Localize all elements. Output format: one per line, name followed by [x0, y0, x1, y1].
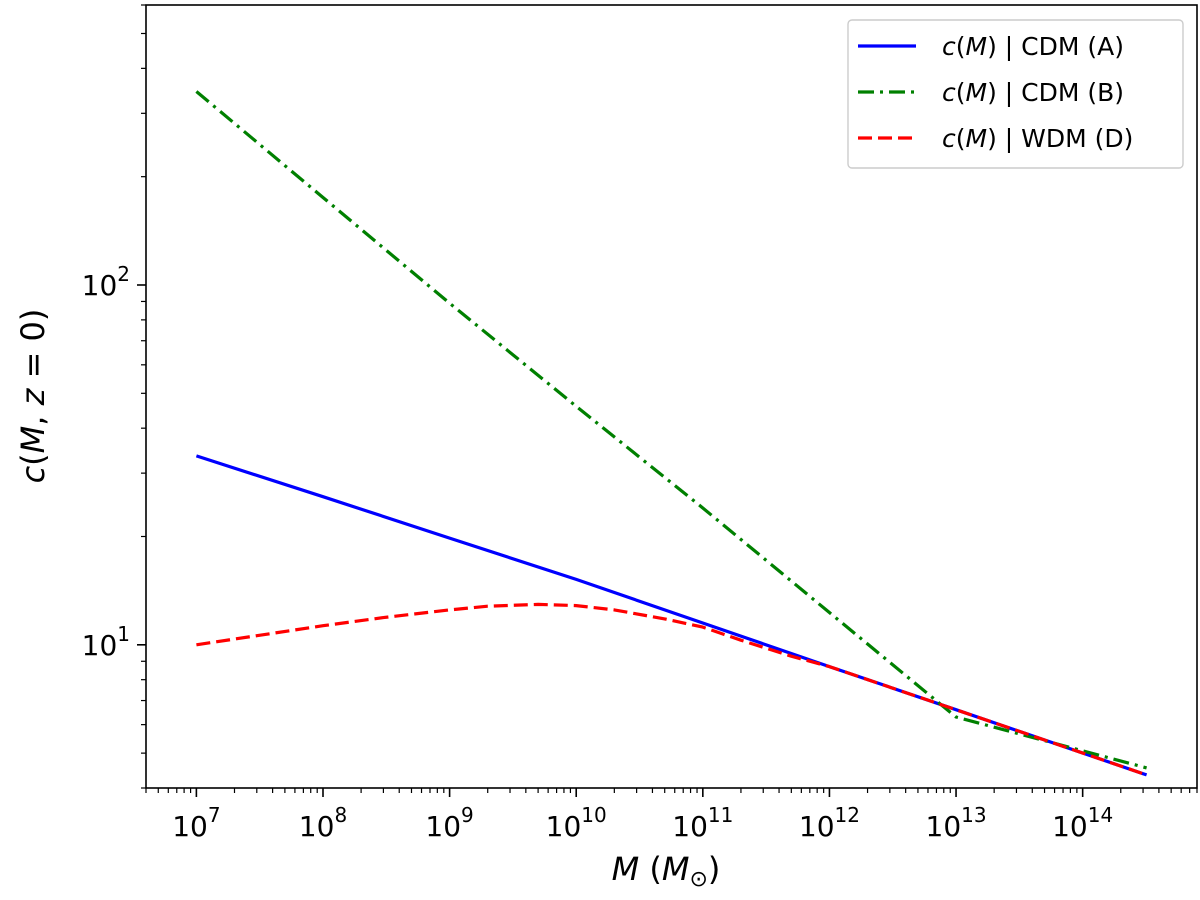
legend: c(M) | CDM (A) c(M) | CDM (B) c(M) | WDM… — [847, 19, 1184, 169]
x-tick-label: 109 — [425, 803, 473, 843]
legend-box — [847, 19, 1184, 169]
y-tick-label: 101 — [82, 622, 130, 662]
legend-entry-cdm-a: c(M) | CDM (A) — [942, 32, 1124, 61]
x-tick-label: 1014 — [1052, 803, 1113, 843]
ticks-layer: 107 108 109 1010 1011 1012 1013 1014 101 102 — [82, 4, 1198, 843]
series-line-1 — [195, 90, 1148, 770]
x-tick-label: 107 — [172, 803, 220, 843]
x-tick-label: 1012 — [799, 803, 860, 843]
series-line-0 — [195, 454, 1148, 777]
x-tick-label: 1010 — [546, 803, 607, 843]
x-tick-label: 108 — [299, 803, 347, 843]
x-tick-label: 1011 — [672, 803, 733, 843]
y-axis-label: c(M, z = 0) — [14, 309, 52, 484]
x-axis-label: M (M⊙) — [612, 850, 721, 892]
series-line-2 — [196, 602, 1148, 777]
plot-frame — [145, 4, 1198, 789]
legend-entry-wdm-d: c(M) | WDM (D) — [942, 124, 1133, 153]
y-tick-label: 102 — [82, 262, 130, 302]
x-tick-label: 1013 — [926, 803, 987, 843]
series-layer — [195, 90, 1148, 777]
legend-entry-cdm-b: c(M) | CDM (B) — [942, 78, 1124, 107]
